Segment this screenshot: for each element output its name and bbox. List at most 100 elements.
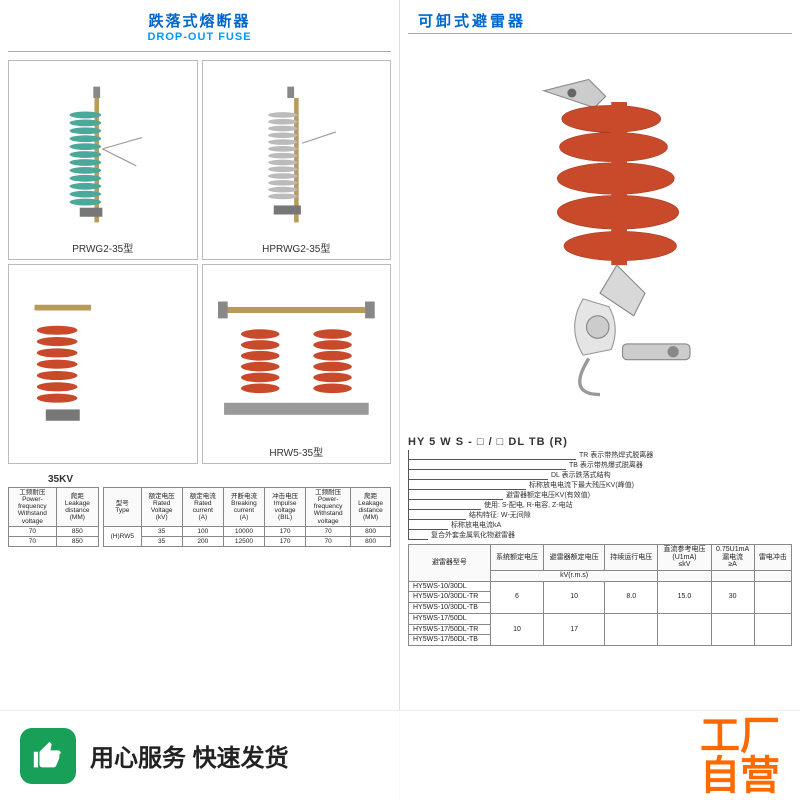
th: 避雷器额定电压 xyxy=(544,545,605,571)
section-label-35kv: 35KV xyxy=(48,474,391,485)
banner-right: 工厂 自营 xyxy=(700,716,780,796)
product-cell-partial xyxy=(8,264,198,464)
td: HY5WS-17/50DL-TR xyxy=(409,624,491,635)
td xyxy=(754,613,791,645)
th-sub xyxy=(711,571,754,582)
fuse-icon xyxy=(18,81,187,239)
product-cell-hprwg2: HPRWG2-35型 xyxy=(202,60,392,260)
td: 6 xyxy=(490,581,543,613)
model-line: 结构特征: W-无间隙 xyxy=(466,510,531,520)
fuse-icon xyxy=(212,81,381,239)
th: 避雷器型号 xyxy=(409,545,491,582)
td xyxy=(711,613,754,645)
arrester-image xyxy=(408,42,792,432)
fuse-icon xyxy=(212,285,381,443)
thumbs-up-icon xyxy=(20,728,76,784)
product-cell-prwg2: PRWG2-35型 xyxy=(8,60,198,260)
model-line: TR 表示带热焊式脱离器 xyxy=(576,450,653,460)
td: HY5WS-10/30DL xyxy=(409,581,491,592)
left-header: 跌落式熔断器 DROP-OUT FUSE xyxy=(8,10,391,43)
model-code: HY 5 W S - □ / □ DL TB (R) xyxy=(408,436,568,448)
th: 额定电流 Rated current (A) xyxy=(182,488,223,527)
fuse-icon xyxy=(18,285,187,443)
td: 10000 xyxy=(223,526,264,536)
left-header-cn: 跌落式熔断器 xyxy=(148,13,250,30)
td: 850 xyxy=(56,526,98,536)
promo-banner: 用心服务 快速发货 工厂 自营 xyxy=(0,710,800,800)
catalog-page: 跌落式熔断器 DROP-OUT FUSE xyxy=(0,0,800,800)
product-grid: PRWG2-35型 xyxy=(8,60,391,464)
th: 型号 Type xyxy=(103,488,141,527)
th: 冲击电压 Impulse voltage (BIL) xyxy=(265,488,306,527)
th: 系统额定电压 xyxy=(490,545,543,571)
spec-table-a: 工频耐压 Power- frequency Withstand voltage … xyxy=(8,487,99,547)
td xyxy=(658,613,711,645)
td: 70 xyxy=(306,526,351,536)
th: 爬距 Leakage distance (MM) xyxy=(351,488,391,527)
td: 850 xyxy=(56,536,98,546)
th: 工频耐压 Power- frequency Withstand voltage xyxy=(306,488,351,527)
th: 直流参考电压 (U1mA) ≤kV xyxy=(658,545,711,571)
th: 开断电流 Breaking current (A) xyxy=(223,488,264,527)
td: 10 xyxy=(490,613,543,645)
arrester-icon xyxy=(450,57,750,417)
th: 工频耐压 Power- frequency Withstand voltage xyxy=(9,488,57,527)
model-line: 标称放电电流kA xyxy=(448,520,501,530)
td: 70 xyxy=(9,536,57,546)
td: HY5WS-10/30DL-TB xyxy=(409,603,491,614)
banner-right-line2: 自营 xyxy=(700,756,780,796)
td-type: (H)RW5 xyxy=(103,526,141,546)
th: 0.75U1mA 漏电流 ≥A xyxy=(711,545,754,571)
td: 800 xyxy=(351,536,391,546)
th: 雷电冲击 xyxy=(754,545,791,571)
td: 200 xyxy=(182,536,223,546)
model-line: TB 表示带热爆式脱离器 xyxy=(566,460,643,470)
model-line: 复合外套金属氧化物避雷器 xyxy=(428,530,515,540)
td: 12500 xyxy=(223,536,264,546)
td: 170 xyxy=(265,526,306,536)
td: 10 xyxy=(544,581,605,613)
td: 70 xyxy=(9,526,57,536)
product-label: HPRWG2-35型 xyxy=(262,240,330,255)
model-line: 避雷器额定电压KV(有效值) xyxy=(503,490,590,500)
product-label: PRWG2-35型 xyxy=(72,240,133,255)
product-label: HRW5-35型 xyxy=(269,444,323,459)
th-sub: kV(r.m.s) xyxy=(490,571,657,582)
product-cell-hrw5: HRW5-35型 xyxy=(202,264,392,464)
td: 35 xyxy=(141,526,182,536)
arrester-spec-table: 避雷器型号 系统额定电压 避雷器额定电压 持续运行电压 直流参考电压 (U1mA… xyxy=(408,544,792,646)
th: 爬距 Leakage distance (MM) xyxy=(56,488,98,527)
td: 30 xyxy=(711,581,754,613)
td: 100 xyxy=(182,526,223,536)
model-line: 使用: S-配电, R-电容, Z-电站 xyxy=(481,500,573,510)
td: 70 xyxy=(306,536,351,546)
model-line: DL 表示跌落式结构 xyxy=(548,470,611,480)
divider xyxy=(408,33,792,34)
model-diagram: HY 5 W S - □ / □ DL TB (R) TR 表示带热焊式脱离器 … xyxy=(408,436,792,536)
right-header-cn: 可卸式避雷器 xyxy=(408,10,792,31)
td: HY5WS-17/50DL xyxy=(409,613,491,624)
divider xyxy=(8,51,391,52)
td: 17 xyxy=(544,613,605,645)
banner-right-line1: 工厂 xyxy=(700,716,780,756)
model-line: 标称放电电流下最大残压KV(峰值) xyxy=(526,480,634,490)
model-lines: TR 表示带热焊式脱离器 TB 表示带热爆式脱离器 DL 表示跌落式结构 标称放… xyxy=(408,450,653,540)
th-sub xyxy=(754,571,791,582)
banner-text: 用心服务 快速发货 xyxy=(90,738,700,773)
left-header-en: DROP-OUT FUSE xyxy=(8,31,391,43)
spec-table-b: 型号 Type 额定电压 Rated Voltage (kV) 额定电流 Rat… xyxy=(103,487,391,547)
td xyxy=(754,581,791,613)
td: HY5WS-17/50DL-TB xyxy=(409,635,491,646)
td xyxy=(605,613,658,645)
td: 35 xyxy=(141,536,182,546)
td: 170 xyxy=(265,536,306,546)
th: 持续运行电压 xyxy=(605,545,658,571)
td: HY5WS-10/30DL-TR xyxy=(409,592,491,603)
td: 15.0 xyxy=(658,581,711,613)
th-sub xyxy=(658,571,711,582)
td: 8.0 xyxy=(605,581,658,613)
left-panel: 跌落式熔断器 DROP-OUT FUSE xyxy=(0,0,400,800)
th: 额定电压 Rated Voltage (kV) xyxy=(141,488,182,527)
right-panel: 可卸式避雷器 xyxy=(400,0,800,800)
td: 800 xyxy=(351,526,391,536)
